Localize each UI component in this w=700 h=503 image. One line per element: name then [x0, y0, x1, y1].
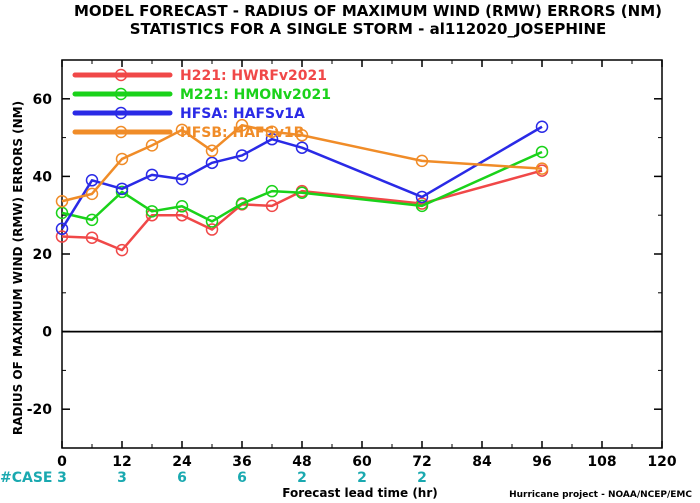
data-point	[145, 139, 159, 152]
x-tick-label: 0	[57, 454, 67, 470]
x-tick-label: 36	[232, 454, 251, 470]
data-point	[115, 152, 129, 166]
case-counts: 3 3 6 6 2 2 2	[57, 470, 427, 486]
credit-text: Hurricane project - NOAA/NCEP/EMC	[509, 490, 692, 500]
data-point	[55, 230, 69, 243]
data-point	[235, 149, 249, 162]
data-point	[205, 144, 219, 158]
legend-label: HFSB: HAFSv1B	[180, 125, 304, 141]
y-tick-label: -20	[27, 402, 53, 418]
legend-label: HFSA: HAFSv1A	[180, 106, 305, 122]
series-1	[55, 164, 549, 257]
data-point	[295, 129, 309, 142]
legend-item-4: HFSB: HAFSv1B	[72, 125, 304, 141]
data-point	[265, 125, 279, 139]
data-point	[535, 145, 549, 159]
x-tick-label: 96	[532, 454, 551, 470]
x-tick-label: 24	[172, 454, 192, 470]
data-point	[265, 132, 279, 146]
legend-item-1: H221: HWRFv2021	[72, 68, 327, 84]
legend-item-2: M221: HMONv2021	[72, 87, 331, 103]
series-3	[55, 120, 549, 236]
series-line	[60, 125, 543, 230]
case-count: 6	[177, 470, 187, 486]
legend-swatch-marker	[114, 68, 128, 82]
case-count: 3	[57, 470, 67, 486]
data-point	[235, 118, 249, 132]
x-axis-label: Forecast lead time (hr)	[282, 486, 438, 500]
legend-item-3: HFSA: HAFSv1A	[72, 106, 305, 122]
case-label: #CASE	[0, 470, 53, 486]
data-point	[175, 208, 189, 222]
axis-ticks: 0 12 24 36 48 60 72 84 96 108 120 -20 0 20 40 60	[27, 59, 677, 470]
legend-label: H221: HWRFv2021	[180, 68, 327, 84]
x-tick-label: 72	[412, 454, 431, 470]
data-point	[415, 154, 429, 168]
case-count: 2	[417, 470, 427, 486]
data-point	[175, 200, 189, 213]
x-tick-label: 12	[112, 454, 131, 470]
legend: H221: HWRFv2021 M221: HMONv2021 HFSA: HAFS…	[72, 68, 331, 141]
data-point	[55, 194, 69, 208]
x-tick-label: 84	[472, 454, 492, 470]
series-2	[55, 145, 549, 228]
series-line	[61, 123, 543, 203]
data-point	[115, 182, 129, 196]
series-line	[61, 169, 543, 252]
legend-swatch-marker	[114, 106, 128, 120]
data-point	[115, 243, 129, 257]
plot-border	[61, 59, 663, 449]
chart-subtitle: STATISTICS FOR A SINGLE STORM - al112020…	[130, 20, 607, 38]
x-tick-label: 108	[587, 454, 616, 470]
x-tick-label: 120	[647, 454, 676, 470]
data-point	[295, 141, 309, 154]
data-point	[85, 187, 99, 201]
series-layer	[55, 118, 549, 257]
data-point	[205, 223, 219, 236]
y-tick-label: 20	[33, 247, 53, 263]
data-point	[175, 123, 189, 137]
x-tick-label: 60	[352, 454, 372, 470]
chart-title: MODEL FORECAST - RADIUS OF MAXIMUM WIND …	[74, 2, 662, 20]
legend-swatch-marker	[114, 125, 128, 139]
data-point	[145, 205, 159, 218]
series-4	[55, 118, 549, 208]
data-point	[535, 120, 549, 133]
y-tick-label: 40	[33, 169, 53, 185]
legend-swatch-marker	[114, 87, 128, 101]
data-point	[415, 190, 429, 204]
data-point	[175, 172, 189, 186]
case-count: 6	[237, 470, 247, 486]
y-tick-label: 0	[42, 325, 52, 341]
data-point	[145, 168, 159, 182]
data-point	[145, 208, 159, 222]
data-point	[235, 197, 249, 210]
data-point	[85, 213, 99, 227]
data-point	[535, 162, 549, 175]
plot-frame	[61, 59, 663, 449]
x-tick-label: 48	[292, 454, 311, 470]
case-count: 2	[297, 470, 307, 486]
series-line	[61, 150, 543, 223]
case-count: 3	[117, 470, 127, 486]
data-point	[85, 231, 99, 244]
data-point	[115, 185, 129, 199]
legend-label: M221: HMONv2021	[180, 87, 331, 103]
data-point	[415, 199, 429, 213]
case-count: 2	[357, 470, 367, 486]
data-point	[55, 222, 69, 236]
data-point	[265, 199, 279, 213]
data-point	[205, 215, 219, 228]
y-tick-label: 60	[33, 92, 53, 108]
data-point	[295, 186, 309, 199]
data-point	[265, 184, 279, 198]
data-point	[205, 156, 219, 170]
data-point	[85, 174, 99, 187]
y-axis-label: RADIUS OF MAXIMUM WIND (RMW) ERRORS (NM)	[11, 101, 25, 435]
